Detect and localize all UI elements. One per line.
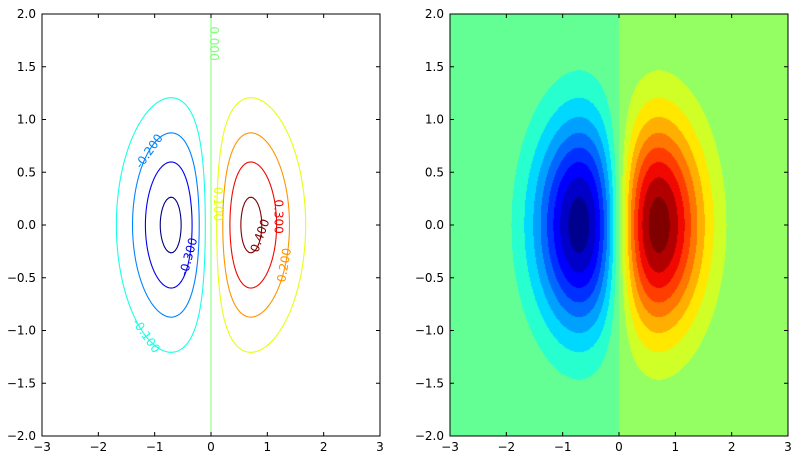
y-tick-label: 2.0 [425, 7, 444, 21]
y-tick-label: −1.0 [415, 324, 444, 338]
y-tick-label: 0.5 [425, 165, 444, 179]
axis-ticks: −3 −2 −1 0 1 2 3 −2.0 −1.5 −1.0 −0.5 0.0 0.5 1.0 1.5 2.… [7, 7, 384, 454]
y-tick-label: 2.0 [17, 7, 36, 21]
contour-line-chart: 0.000-0.200-0.300-0.1000.1000.4000.3000.… [7, 7, 384, 454]
contour-line-0.400 [240, 196, 263, 254]
y-tick-label: 1.5 [17, 60, 36, 74]
x-tick-label: −2 [89, 440, 107, 454]
x-tick-label: 2 [320, 440, 328, 454]
y-tick-label: 1.0 [17, 113, 36, 127]
x-tick-label: −3 [441, 440, 459, 454]
filled-contour-bands [450, 14, 788, 436]
contour-label: 0.100 [211, 187, 225, 221]
contour-label: 0.000 [207, 26, 221, 60]
x-tick-label: −1 [146, 440, 164, 454]
x-tick-label: 0 [207, 440, 215, 454]
y-tick-label: −0.5 [7, 271, 36, 285]
y-tick-label: 1.5 [425, 60, 444, 74]
y-tick-label: 0.0 [17, 218, 36, 232]
filled-contour-chart: −3 −2 −1 0 1 2 3 −2.0 −1.5 −1.0 −0.5 0.0 0.5 1.0 1.5 2.… [415, 7, 792, 454]
y-tick-label: 0.0 [425, 218, 444, 232]
y-tick-label: −0.5 [415, 271, 444, 285]
x-tick-label: 3 [784, 440, 792, 454]
contour-line--0.400 [159, 196, 182, 254]
contour-line-0.100 [216, 97, 307, 353]
x-tick-label: −2 [497, 440, 515, 454]
contour-line-0.300 [229, 161, 278, 289]
contour-line--0.100 [115, 97, 206, 353]
y-tick-label: −1.5 [7, 376, 36, 390]
y-tick-label: −1.5 [415, 376, 444, 390]
y-tick-label: −2.0 [415, 429, 444, 443]
contour-line-0.200 [222, 132, 291, 318]
contour-label: 0.200 [274, 247, 294, 283]
x-tick-label: 1 [264, 440, 272, 454]
axis-ticks: −3 −2 −1 0 1 2 3 −2.0 −1.5 −1.0 −0.5 0.0 0.5 1.0 1.5 2.… [415, 7, 792, 454]
x-tick-label: 1 [672, 440, 680, 454]
contour-label: 0.300 [272, 199, 286, 233]
x-tick-label: 0 [615, 440, 623, 454]
y-tick-label: −1.0 [7, 324, 36, 338]
filled-contour-image [450, 14, 788, 436]
y-tick-label: −2.0 [7, 429, 36, 443]
x-tick-label: −3 [33, 440, 51, 454]
contour-line--0.300 [144, 161, 193, 289]
contour-lines [115, 14, 307, 436]
contour-line--0.200 [131, 132, 200, 318]
y-tick-label: 0.5 [17, 165, 36, 179]
x-tick-label: 3 [376, 440, 384, 454]
y-tick-label: 1.0 [425, 113, 444, 127]
x-tick-label: 2 [728, 440, 736, 454]
x-tick-label: −1 [554, 440, 572, 454]
